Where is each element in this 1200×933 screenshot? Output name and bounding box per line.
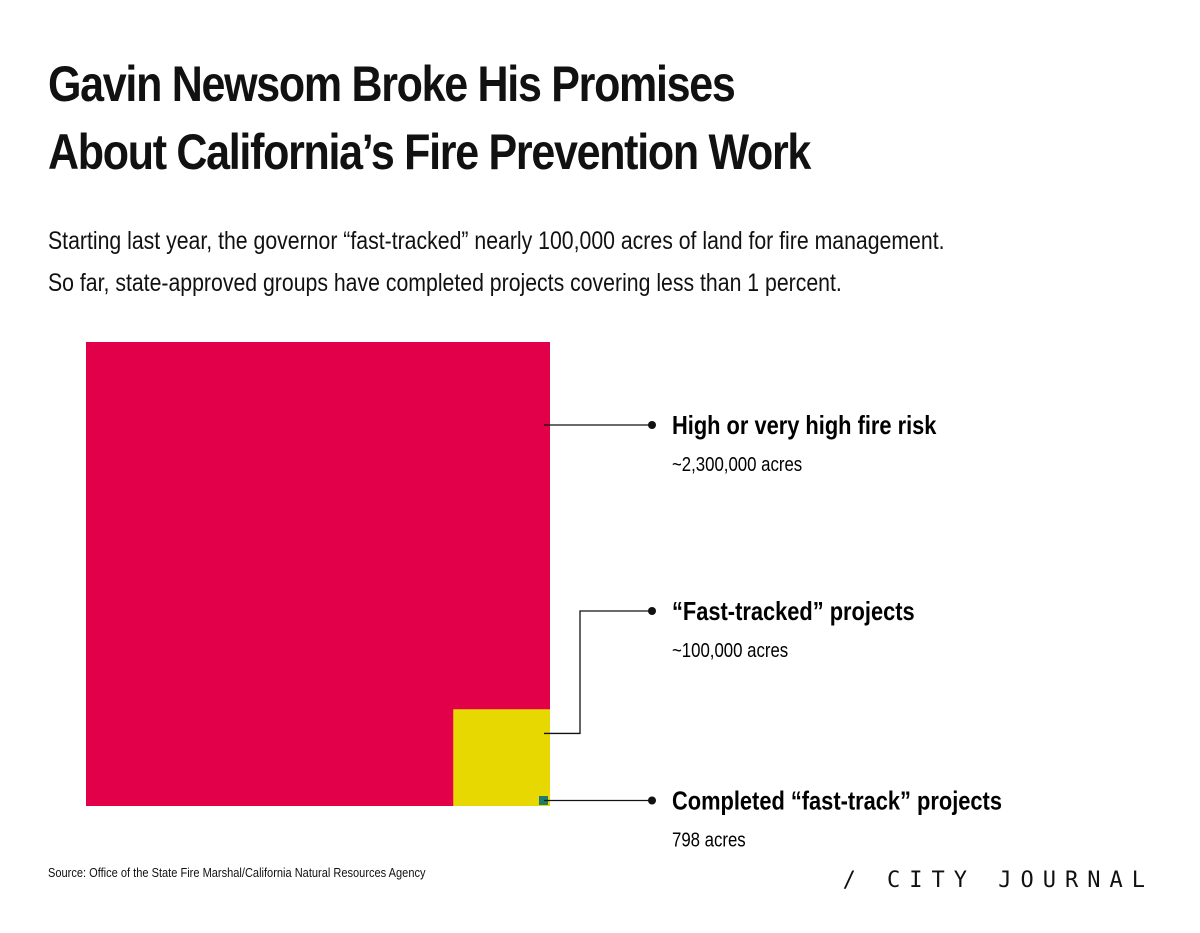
chart-subtitle: Starting last year, the governor “fast-t… xyxy=(48,220,1026,304)
title-line-2: About California’s Fire Prevention Work xyxy=(48,124,811,180)
square-completed xyxy=(539,796,548,805)
series-label-fast-tracked: “Fast-tracked” projects xyxy=(672,597,915,626)
series-value-risk: ~2,300,000 acres xyxy=(672,453,802,476)
leader-dot-fast-tracked xyxy=(648,607,656,615)
series-label-risk: High or very high fire risk xyxy=(672,411,937,440)
series-value-completed: 798 acres xyxy=(672,828,746,851)
chart-title: Gavin Newsom Broke His Promises About Ca… xyxy=(48,50,994,186)
subtitle-line-1: Starting last year, the governor “fast-t… xyxy=(48,227,945,255)
series-value-fast-tracked: ~100,000 acres xyxy=(672,639,788,662)
series-label-completed: Completed “fast-track” projects xyxy=(672,787,1002,816)
subtitle-line-2: So far, state-approved groups have compl… xyxy=(48,269,842,297)
brand-logo: / CITY JOURNAL xyxy=(842,868,1154,893)
source-note: Source: Office of the State Fire Marshal… xyxy=(48,865,426,880)
leader-line-fast-tracked xyxy=(544,610,652,735)
title-line-1: Gavin Newsom Broke His Promises xyxy=(48,56,736,112)
square-fast-tracked xyxy=(453,709,550,806)
leader-dot-completed xyxy=(648,796,656,805)
leader-dot-risk xyxy=(648,421,656,429)
